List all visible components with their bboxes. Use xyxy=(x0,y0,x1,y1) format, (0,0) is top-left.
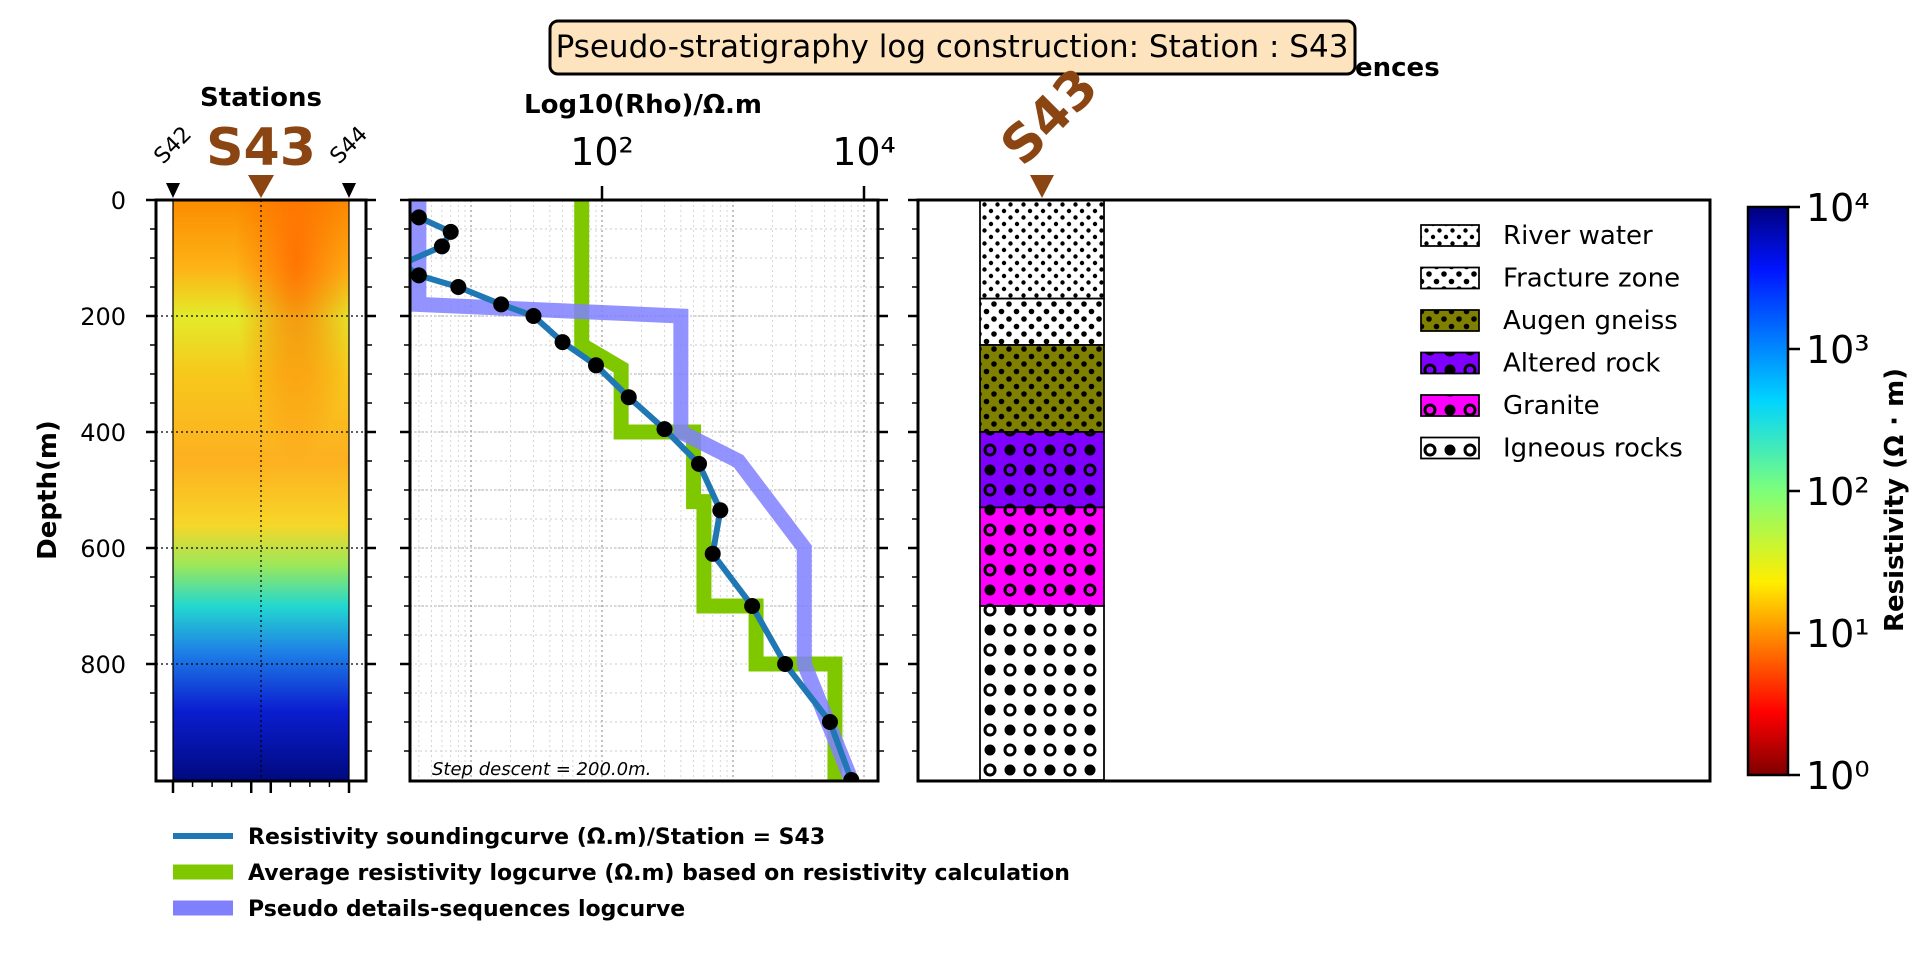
sounding-point xyxy=(433,238,450,255)
sounding-point xyxy=(777,656,794,672)
current-station-label: S43 xyxy=(206,118,316,178)
legend-swatch-pattern xyxy=(1420,394,1480,417)
depth-tick-label: 600 xyxy=(80,535,126,563)
stations-title: Stations xyxy=(200,83,322,113)
legend-label: Fracture zone xyxy=(1503,264,1680,294)
colorbar-label: Resistivity (Ω · m) xyxy=(1880,368,1910,632)
layer-pattern xyxy=(979,431,1105,509)
sounding-point xyxy=(712,502,729,519)
legend-swatch-pattern xyxy=(1420,309,1480,332)
log-xtick-labels: 10² 10⁴ xyxy=(570,130,896,174)
legend-text: Average resistivity logcurve (Ω.m) based… xyxy=(248,861,1070,886)
sequence-legend: River water Fracture zone Augen gneiss Alte… xyxy=(1420,221,1683,464)
sounding-point xyxy=(410,267,427,284)
prev-station-marker xyxy=(166,183,180,198)
sounding-point xyxy=(620,389,637,406)
pseudo-sequences-logcurve xyxy=(411,200,859,781)
depth-tick-labels: 0 200 400 600 800 xyxy=(80,187,126,679)
legend-text: Resistivity soundingcurve (Ω.m)/Station … xyxy=(248,825,825,850)
colorbar-tick-label: 10¹ xyxy=(1806,612,1870,656)
legend-swatch-pattern xyxy=(1420,224,1480,247)
sounding-point xyxy=(410,209,427,226)
sounding-point xyxy=(450,279,467,295)
log-ticks xyxy=(400,186,888,752)
depth-tick-label: 400 xyxy=(80,419,126,447)
depth-tick-label: 200 xyxy=(80,303,126,331)
sounding-point xyxy=(442,223,459,240)
figure-title: Pseudo-stratigraphy log construction: St… xyxy=(556,29,1349,65)
legend-text: Pseudo details-sequences logcurve xyxy=(248,897,685,922)
station-depth-grid xyxy=(156,315,366,665)
colorbar-tick-label: 10⁴ xyxy=(1806,186,1870,230)
legend-swatch-pattern xyxy=(1420,351,1480,375)
layer-pattern xyxy=(979,199,1105,300)
depth-tick-label: 0 xyxy=(111,187,126,215)
sequence-column xyxy=(979,199,1105,781)
next-station-marker xyxy=(342,183,356,198)
legend-label: Igneous rocks xyxy=(1503,434,1683,464)
depth-axis-label: Depth(m) xyxy=(33,420,63,560)
stations-ticks xyxy=(146,198,376,793)
next-station-label: S44 xyxy=(326,122,373,169)
title-box xyxy=(548,19,1357,76)
prev-station-label: S42 xyxy=(150,122,197,169)
colorbar-tick-label: 10² xyxy=(1806,470,1870,514)
sounding-point xyxy=(704,545,721,562)
average-logcurve xyxy=(574,200,843,780)
colorbar-ticks: 10⁰ 10¹ 10² 10³ 10⁴ xyxy=(1788,186,1870,798)
legend-swatch-pattern xyxy=(1420,436,1480,460)
step-descent-note: Step descent = 200.0m. xyxy=(432,759,651,780)
depth-tick-label: 800 xyxy=(80,651,126,679)
sounding-point xyxy=(493,296,510,313)
log-xtick-label: 10⁴ xyxy=(832,130,896,174)
layer-pattern xyxy=(979,506,1105,607)
sequences-header-tail: ences xyxy=(1355,53,1440,83)
legend-label: Granite xyxy=(1503,391,1600,421)
sounding-point xyxy=(821,714,838,730)
colorbar-tick-label: 10⁰ xyxy=(1806,754,1870,798)
log-series xyxy=(410,200,860,781)
seq-ticks xyxy=(908,198,918,752)
log-xtick-label: 10² xyxy=(570,130,634,174)
legend-label: River water xyxy=(1503,221,1653,251)
sounding-point xyxy=(843,772,860,781)
legend-swatch-pattern xyxy=(1420,266,1480,290)
layer-pattern xyxy=(979,297,1105,346)
sounding-point xyxy=(525,308,542,324)
legend-label: Augen gneiss xyxy=(1503,306,1678,336)
sounding-point xyxy=(690,455,707,472)
colorbar-tick-label: 10³ xyxy=(1806,328,1870,372)
sounding-point xyxy=(744,598,761,614)
legend-label: Altered rock xyxy=(1503,349,1660,379)
curves-legend: Resistivity soundingcurve (Ω.m)/Station … xyxy=(173,825,1070,922)
log-xlabel: Log10(Rho)/Ω.m xyxy=(524,90,762,120)
seq-station-marker xyxy=(1030,175,1054,198)
current-station-marker xyxy=(248,175,274,198)
sounding-point xyxy=(656,421,673,438)
layer-pattern xyxy=(979,344,1105,433)
colorbar xyxy=(1746,205,1790,777)
sounding-point xyxy=(588,357,605,374)
layer-pattern xyxy=(979,605,1105,781)
sounding-point xyxy=(554,334,571,351)
